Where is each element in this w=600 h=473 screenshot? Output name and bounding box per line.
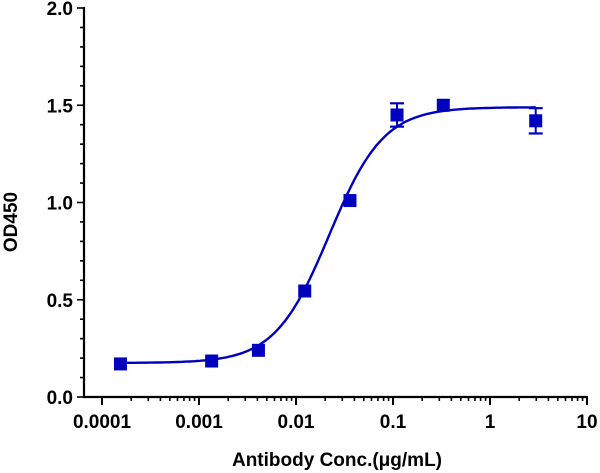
axes: 0.0 0.5 1.0 1.5 2.0 0.0001 0.001 0.01 0.1 1 10: [47, 0, 598, 433]
data-point: [343, 194, 357, 208]
y-tick-label: 1.5: [47, 96, 74, 117]
y-tick-label: 0.5: [47, 291, 74, 312]
data-point: [436, 98, 450, 112]
data-point: [390, 102, 405, 128]
x-tick-label: 0.001: [175, 412, 223, 433]
x-tick-label: 0.01: [278, 412, 315, 433]
data-point: [251, 343, 265, 357]
fit-curve: [120, 106, 536, 364]
data-point: [528, 107, 543, 135]
data-points: [113, 98, 543, 371]
data-point: [113, 357, 127, 371]
y-tick-label: 1.0: [47, 194, 73, 215]
y-tick-label: 0.0: [47, 388, 73, 409]
data-point: [205, 354, 219, 368]
x-tick-label: 0.1: [380, 412, 407, 433]
data-point: [298, 284, 312, 298]
x-axis-title: Antibody Conc.(μg/mL): [232, 450, 442, 471]
y-axis-title: OD450: [1, 192, 22, 252]
x-tick-label: 10: [576, 412, 597, 433]
x-tick-label: 1: [485, 412, 496, 433]
x-tick-label: 0.0001: [73, 412, 132, 433]
y-tick-label: 2.0: [47, 0, 73, 20]
